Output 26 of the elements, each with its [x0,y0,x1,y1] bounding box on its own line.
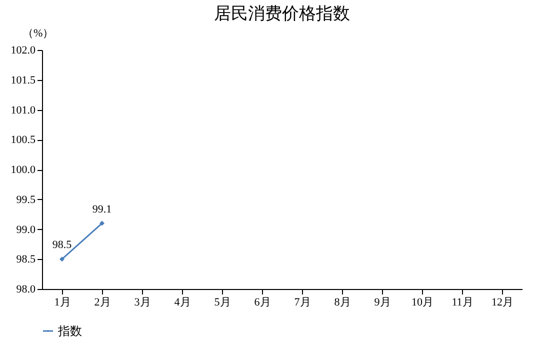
y-tick-label: 100.5 [10,134,36,146]
y-tick-label: 99.5 [16,194,36,206]
y-axis-title: （%） [22,28,54,40]
x-tick-label: 11月 [452,296,474,308]
x-tick-label: 12月 [492,296,514,308]
x-tick-label: 5月 [214,296,231,308]
y-tick-label: 102.0 [10,44,36,56]
y-tick-label: 101.0 [10,104,36,116]
x-tick-label: 2月 [94,296,111,308]
x-tick-label: 10月 [412,296,434,308]
x-tick-label: 1月 [54,296,71,308]
y-tick-label: 99.0 [16,224,36,236]
x-tick-label: 9月 [374,296,391,308]
x-tick-label: 8月 [334,296,351,308]
chart-title: 居民消费价格指数 [214,4,350,23]
y-tick-label: 98.5 [16,254,36,266]
y-tick-label: 101.5 [10,74,36,86]
y-tick-label: 98.0 [16,284,36,296]
x-tick-label: 7月 [294,296,311,308]
x-tick-label: 6月 [254,296,271,308]
y-tick-label: 100.0 [10,164,36,176]
data-label: 99.1 [92,203,112,216]
legend-label: 指数 [57,324,82,338]
data-label: 98.5 [52,239,72,252]
x-tick-label: 4月 [174,296,191,308]
x-tick-label: 3月 [134,296,151,308]
